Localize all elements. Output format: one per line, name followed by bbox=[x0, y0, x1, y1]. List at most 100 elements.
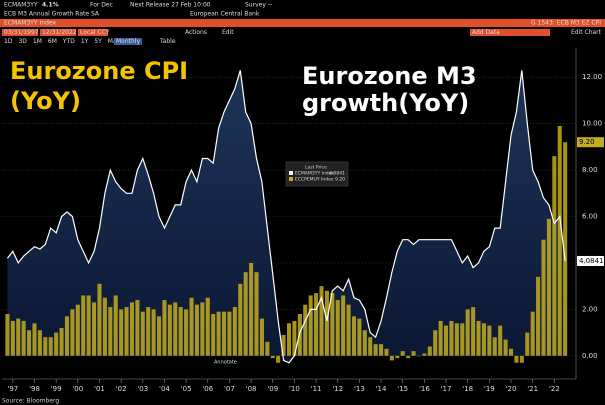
bar bbox=[286, 323, 292, 356]
bar bbox=[81, 295, 86, 356]
date-from-box[interactable] bbox=[2, 29, 38, 36]
bar bbox=[324, 290, 329, 356]
x-tick-label: '22 bbox=[549, 385, 560, 393]
x-tick-label: '13 bbox=[354, 385, 365, 393]
legend-swatch bbox=[289, 171, 293, 175]
bar bbox=[43, 337, 48, 356]
x-tick-label: '21 bbox=[527, 385, 538, 393]
x-tick-label: '15 bbox=[397, 385, 408, 393]
bar bbox=[368, 337, 373, 356]
bar bbox=[335, 300, 340, 356]
period: For Dec bbox=[90, 2, 113, 9]
currency[interactable]: Local CCY bbox=[80, 29, 110, 36]
bar bbox=[254, 272, 259, 356]
edit[interactable]: Edit bbox=[222, 29, 234, 36]
bar bbox=[37, 330, 42, 356]
frequency[interactable]: Monthly bbox=[116, 38, 140, 45]
bar bbox=[270, 355, 275, 359]
bar bbox=[552, 156, 557, 356]
bar bbox=[460, 323, 465, 356]
bar bbox=[108, 307, 113, 356]
bar bbox=[189, 297, 194, 356]
last-price-label: 9.20 bbox=[579, 138, 595, 146]
bar bbox=[292, 320, 297, 356]
bar bbox=[178, 307, 183, 356]
date-to[interactable]: 12/31/2022 bbox=[42, 29, 77, 36]
last-price-tag bbox=[577, 255, 604, 266]
y-tick-label: 2.00 bbox=[582, 305, 598, 313]
bar bbox=[227, 311, 232, 356]
bar bbox=[27, 330, 32, 356]
bar bbox=[422, 353, 427, 356]
bar bbox=[167, 304, 172, 356]
bar bbox=[346, 304, 351, 356]
x-tick-label: '97 bbox=[7, 385, 18, 393]
security-bar bbox=[0, 19, 605, 27]
x-tick-label: '16 bbox=[419, 385, 430, 393]
period-button[interactable]: 5Y bbox=[94, 38, 102, 45]
bar bbox=[508, 348, 514, 356]
bar bbox=[97, 283, 102, 356]
period-button[interactable]: 1D bbox=[4, 38, 13, 45]
bar bbox=[351, 316, 357, 356]
source-name: European Central Bank bbox=[190, 11, 260, 18]
y-tick-label: 10.00 bbox=[582, 120, 602, 128]
add-data[interactable]: Add Data bbox=[472, 29, 500, 36]
survey: Survey -- bbox=[245, 2, 272, 9]
bar bbox=[276, 355, 281, 363]
period-button[interactable]: YTD bbox=[62, 38, 75, 45]
bar bbox=[211, 314, 216, 356]
bar bbox=[563, 142, 568, 356]
x-tick-label: '19 bbox=[484, 385, 495, 393]
bar bbox=[64, 316, 70, 356]
date-from[interactable]: 03/31/1997 bbox=[4, 29, 39, 36]
bar bbox=[530, 311, 535, 356]
bar bbox=[373, 344, 378, 356]
frequency-box[interactable] bbox=[114, 38, 142, 45]
bar bbox=[389, 355, 394, 361]
actions[interactable]: Actions bbox=[185, 29, 207, 36]
y-tick-label: 4.00 bbox=[582, 259, 598, 267]
date-to-box[interactable] bbox=[40, 29, 76, 36]
table[interactable]: Table bbox=[159, 38, 176, 45]
bar bbox=[249, 262, 254, 356]
bar bbox=[151, 309, 156, 356]
legend-value: 9.20 bbox=[335, 177, 345, 183]
bar bbox=[54, 332, 59, 356]
x-tick-label: '00 bbox=[72, 385, 83, 393]
bar bbox=[514, 355, 519, 363]
bar bbox=[341, 295, 346, 356]
bar bbox=[536, 276, 541, 356]
bar bbox=[416, 355, 421, 357]
period-button[interactable]: 3D bbox=[18, 38, 27, 45]
bar bbox=[427, 346, 432, 356]
bar bbox=[173, 302, 178, 356]
period-button[interactable]: 1M bbox=[33, 38, 42, 45]
annotate[interactable]: Annotate bbox=[214, 360, 237, 366]
bar bbox=[5, 314, 10, 356]
description: ECB M3 Annual Growth Rate SA bbox=[4, 11, 100, 18]
bar bbox=[59, 327, 64, 356]
ccy-box[interactable] bbox=[78, 29, 108, 36]
bar bbox=[16, 318, 21, 356]
edit-chart[interactable]: Edit Chart bbox=[571, 29, 602, 36]
x-tick-label: '03 bbox=[137, 385, 148, 393]
period-button[interactable]: 6M bbox=[48, 38, 57, 45]
bar bbox=[205, 297, 210, 356]
x-tick-label: '99 bbox=[51, 385, 62, 393]
bar bbox=[395, 355, 400, 359]
add-data-box[interactable] bbox=[470, 29, 550, 36]
x-tick-label: '09 bbox=[267, 385, 278, 393]
bar bbox=[124, 307, 129, 356]
x-tick-label: '14 bbox=[376, 385, 387, 393]
period-button[interactable]: 1Y bbox=[81, 38, 89, 45]
bar bbox=[498, 325, 503, 356]
bar bbox=[557, 125, 562, 356]
bar bbox=[471, 307, 476, 356]
bar bbox=[406, 355, 411, 359]
x-tick-label: '12 bbox=[332, 385, 343, 393]
bar bbox=[519, 355, 524, 363]
x-tick-label: '11 bbox=[311, 385, 322, 393]
x-tick-label: '02 bbox=[116, 385, 127, 393]
bar bbox=[546, 218, 551, 356]
